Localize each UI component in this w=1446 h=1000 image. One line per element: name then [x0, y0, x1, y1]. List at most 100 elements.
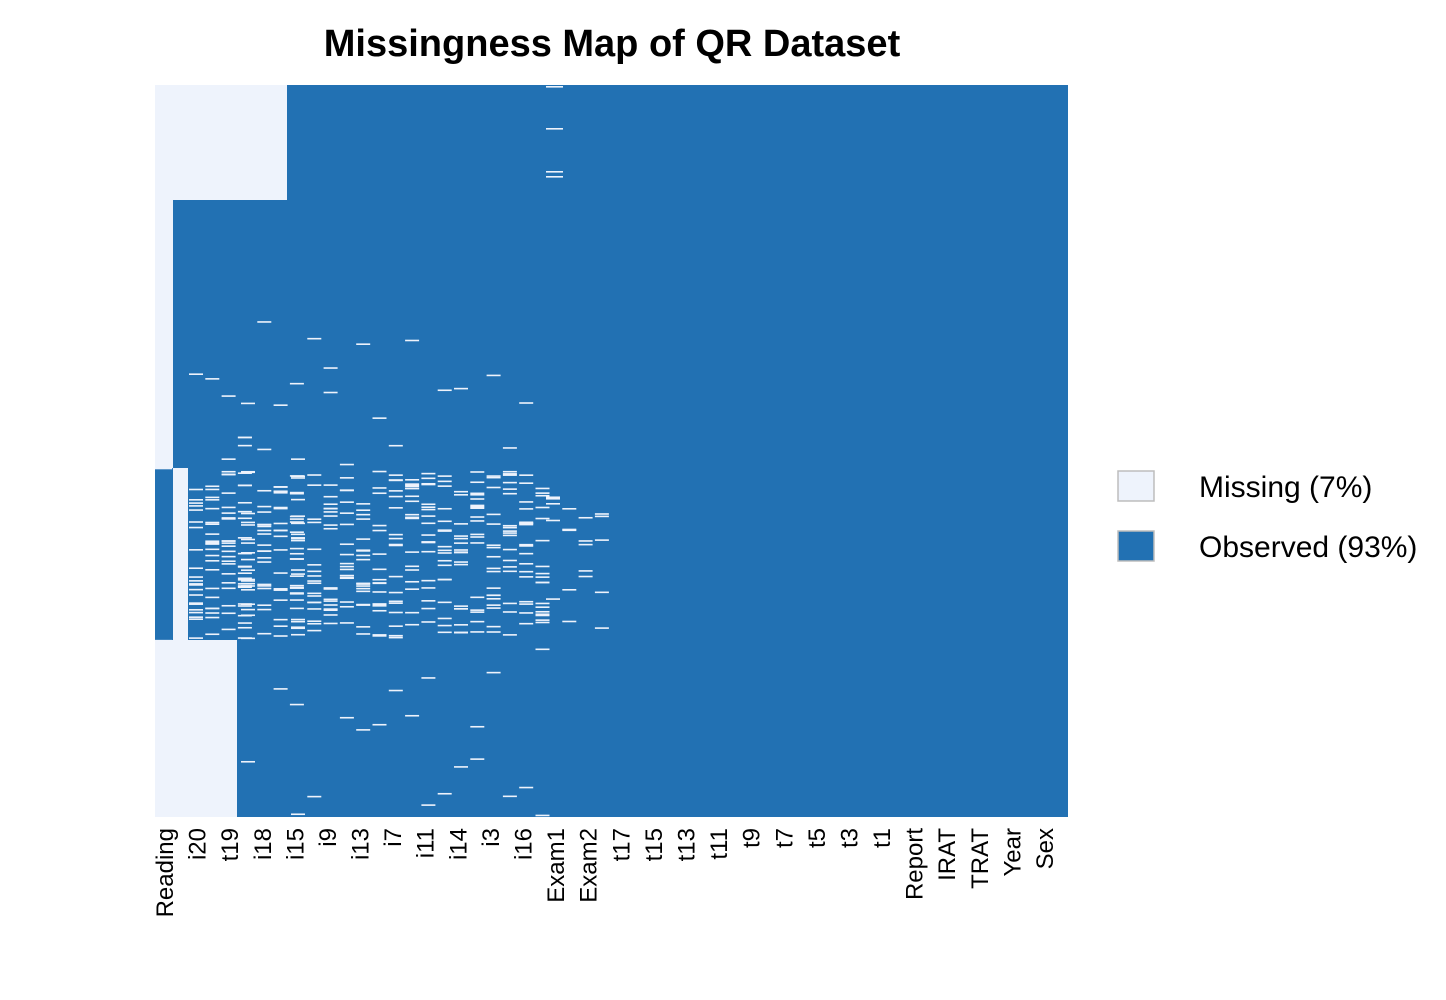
missing-mark	[307, 608, 322, 610]
missing-mark	[289, 491, 304, 494]
missing-mark	[372, 634, 387, 636]
missing-mark	[486, 544, 501, 547]
missing-mark	[356, 587, 371, 590]
missing-mark	[437, 549, 452, 552]
missing-mark	[388, 474, 403, 476]
x-tick-label: i14	[445, 828, 472, 860]
missing-mark	[535, 565, 550, 568]
missing-mark	[405, 588, 420, 590]
missing-mark	[356, 538, 371, 540]
missing-block	[155, 640, 237, 817]
missing-block	[155, 85, 287, 200]
missing-mark	[289, 547, 304, 550]
missing-mark	[437, 792, 452, 795]
missing-mark	[470, 493, 485, 496]
missing-mark	[323, 511, 338, 513]
missing-mark	[323, 609, 338, 611]
missing-mark	[323, 608, 338, 610]
missing-mark	[562, 529, 577, 532]
missing-mark	[307, 484, 322, 486]
missing-mark	[289, 521, 304, 523]
missing-mark	[519, 562, 534, 565]
missing-mark	[273, 404, 288, 406]
missing-mark	[221, 473, 236, 476]
missing-mark	[291, 573, 305, 575]
missing-mark	[437, 507, 452, 510]
missing-mark	[339, 601, 354, 603]
missing-mark	[205, 548, 220, 551]
legend-label-missing: Missing (7%)	[1199, 471, 1372, 504]
missing-mark	[221, 587, 236, 590]
missing-mark	[323, 587, 338, 589]
missing-mark	[502, 532, 517, 534]
missing-mark	[273, 490, 288, 493]
missing-mark	[241, 402, 255, 405]
missing-mark	[339, 605, 354, 608]
missing-mark	[237, 517, 252, 520]
missing-mark	[323, 598, 338, 601]
missing-mark	[339, 463, 354, 466]
x-tick-labels: Reading i20 t19 i18 i15 i9 i13 i7 i11 i14 i3 i16 Exa…	[152, 828, 1059, 918]
missing-mark	[502, 548, 517, 551]
missing-mark	[535, 492, 550, 494]
missing-mark	[519, 522, 534, 525]
missing-mark	[323, 600, 338, 602]
missing-mark	[454, 535, 468, 537]
missing-mark	[356, 558, 371, 561]
missing-mark	[241, 552, 255, 554]
missing-mark	[578, 540, 593, 542]
missing-mark	[289, 599, 304, 601]
missing-mark	[388, 625, 403, 627]
missing-mark	[437, 617, 452, 620]
missing-mark	[221, 582, 236, 584]
missing-mark	[237, 566, 252, 568]
missing-mark	[339, 512, 354, 514]
x-tick-label: t1	[869, 828, 896, 848]
x-tick-label: t5	[804, 828, 831, 848]
missing-mark	[454, 523, 468, 525]
missing-mark	[388, 490, 403, 492]
missing-mark	[535, 494, 550, 497]
missing-mark	[421, 550, 436, 553]
missing-mark	[437, 529, 452, 531]
missing-mark	[323, 391, 338, 394]
missing-mark	[486, 486, 501, 489]
missing-mark	[205, 523, 220, 526]
missing-mark	[546, 496, 560, 499]
missing-mark	[546, 502, 560, 505]
missing-mark	[421, 522, 436, 525]
missing-mark	[339, 716, 354, 719]
missing-mark	[421, 587, 436, 589]
missing-mark	[241, 608, 255, 611]
missing-mark	[289, 703, 304, 706]
missing-mark	[291, 633, 305, 636]
missing-mark	[237, 510, 252, 513]
missing-mark	[502, 474, 517, 476]
missing-mark	[273, 549, 288, 551]
missing-mark	[356, 604, 371, 606]
missing-mark	[535, 572, 550, 575]
missing-mark	[307, 521, 322, 524]
missing-mark	[273, 486, 288, 488]
missing-mark	[189, 580, 203, 582]
missing-mark	[486, 631, 501, 633]
missing-mark	[273, 589, 288, 591]
missing-mark	[356, 626, 371, 628]
legend-label-observed: Observed (93%)	[1199, 531, 1417, 564]
missing-mark	[388, 479, 403, 482]
missing-mark	[470, 533, 485, 536]
missing-mark	[291, 498, 305, 501]
missing-mark	[323, 588, 338, 590]
missing-mark	[189, 509, 203, 511]
missing-mark	[189, 373, 203, 375]
missing-mark	[289, 382, 304, 385]
missing-mark	[486, 567, 501, 570]
missing-mark	[470, 620, 485, 623]
missing-mark	[470, 725, 485, 728]
x-tick-label: t19	[217, 828, 244, 861]
missing-mark	[221, 555, 236, 558]
missing-mark	[291, 475, 305, 477]
missing-mark	[339, 568, 354, 571]
missing-mark	[486, 598, 501, 600]
missing-mark	[486, 513, 501, 516]
